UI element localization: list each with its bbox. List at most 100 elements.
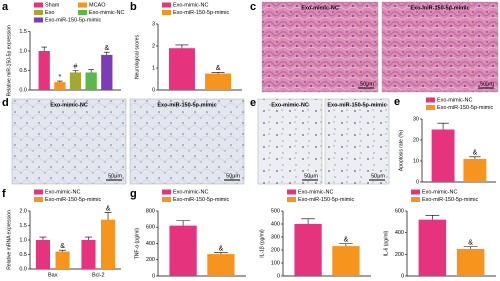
error-bar	[176, 220, 190, 226]
bar	[169, 225, 197, 276]
y-axis-label: Relative miR-150-5p expression	[6, 25, 12, 96]
y-tick-label: 0.0	[19, 87, 27, 93]
micrograph	[381, 1, 499, 93]
error-bar	[301, 218, 315, 224]
bar	[85, 72, 97, 90]
image-caption: Exo-miR-150-5p-mimic	[327, 102, 386, 108]
legend-swatch	[34, 10, 43, 15]
bar	[294, 224, 322, 276]
image-caption: Exo-miR-150-5p-mimic	[157, 102, 216, 108]
y-tick-label: 0	[152, 87, 155, 93]
y-tick-label: 3	[152, 21, 155, 27]
y-tick-label: 600	[395, 208, 404, 214]
y-tick-label: 400	[395, 230, 404, 236]
y-tick-label: 1.5	[19, 29, 27, 35]
y-tick-label: 0	[277, 273, 280, 279]
y-tick-label: 0.5	[19, 252, 27, 258]
annotation: &	[344, 236, 349, 243]
x-tick-label: Bcl-2	[92, 272, 105, 278]
bar	[418, 219, 447, 276]
panel-label: e	[250, 97, 256, 109]
legend-label: Exo-mimic-NC	[89, 10, 124, 16]
bar	[431, 129, 455, 182]
error-bar	[211, 72, 225, 74]
y-tick-label: 10	[413, 158, 419, 164]
legend-swatch	[34, 2, 43, 8]
legend-swatch	[34, 197, 43, 202]
legend-label: Exo-miR-150-5p-mimic	[422, 197, 478, 203]
legend-label: Exo-mimic-NC	[173, 189, 208, 195]
bar	[38, 51, 50, 90]
legend-swatch	[287, 197, 296, 202]
y-axis-label: Apoptosis rate (%)	[398, 130, 404, 171]
error-bar	[72, 70, 79, 73]
panel-label: g	[130, 188, 137, 200]
panel-label: f	[2, 188, 6, 200]
error-bar	[57, 80, 63, 83]
legend-label: Exo	[45, 10, 54, 16]
y-tick-label: 1.5	[19, 223, 27, 229]
panel-label: c	[250, 1, 256, 13]
legend-label: Exo-miR-150-5p-mimic	[173, 10, 229, 16]
bar	[205, 73, 232, 90]
y-tick-label: 800	[146, 208, 155, 214]
error-bar	[103, 51, 110, 55]
y-axis-label: IL-6 (pg/ml)	[383, 230, 389, 256]
annotation: &	[473, 150, 478, 157]
annotation: &	[468, 240, 473, 247]
legend-swatch	[162, 189, 171, 195]
legend-swatch	[162, 10, 171, 15]
y-tick-label: 1.0	[19, 237, 27, 243]
y-tick-label: 200	[271, 247, 280, 253]
panel-label: e	[394, 96, 400, 108]
y-tick-label: 20	[413, 137, 419, 143]
bar	[456, 248, 485, 276]
annotation: &	[106, 205, 111, 212]
y-tick-label: 100	[271, 260, 280, 266]
annotation: &	[60, 243, 65, 250]
error-bar	[437, 122, 449, 130]
legend-swatch	[78, 10, 87, 15]
panel-label: a	[2, 1, 9, 13]
error-bar	[104, 212, 112, 220]
legend-swatch	[426, 105, 435, 110]
annotation: &	[104, 45, 109, 52]
legend-label: Exo-mimic-NC	[437, 97, 472, 103]
y-tick-label: 600	[146, 225, 155, 231]
y-tick-label: 0.5	[19, 68, 27, 74]
legend-label: Exo-miR-150-5p-mimic	[173, 197, 229, 203]
scale-label: 50μm	[304, 173, 318, 179]
legend-label: Exo-miR-150-5p-mimic	[45, 197, 101, 203]
panel-label: b	[130, 1, 137, 13]
y-tick-label: 400	[271, 221, 280, 227]
legend-label: Exo-miR-150-5p-mimic	[298, 197, 354, 203]
error-bar	[339, 243, 353, 247]
scale-label: 50μm	[108, 173, 122, 179]
bar	[81, 240, 96, 269]
bar	[168, 48, 195, 90]
scale-label: 50μm	[226, 173, 240, 179]
y-tick-label: 200	[146, 257, 155, 263]
error-bar	[41, 46, 48, 51]
bar	[100, 219, 116, 269]
annotation: *	[58, 74, 61, 81]
y-tick-label: 400	[146, 241, 155, 247]
error-bar	[59, 249, 67, 252]
legend-swatch	[411, 189, 420, 195]
scale-label: 50μm	[371, 173, 385, 179]
micrograph	[257, 98, 323, 185]
y-axis-label: Neurological scores	[134, 35, 140, 79]
image-caption: Exo-mimic-NC	[50, 102, 88, 108]
bar	[463, 158, 487, 182]
y-tick-label: 500	[271, 208, 280, 214]
y-axis-label: TNF-α (pg/ml)	[134, 228, 140, 260]
panel-label: d	[2, 97, 9, 109]
y-tick-label: 0	[416, 179, 419, 185]
bar	[101, 54, 113, 90]
y-tick-label: 30	[413, 116, 419, 122]
image-caption: Exo-mimic-NC	[301, 5, 339, 11]
error-bar	[39, 236, 47, 240]
bar	[207, 254, 235, 276]
error-bar	[84, 236, 92, 240]
